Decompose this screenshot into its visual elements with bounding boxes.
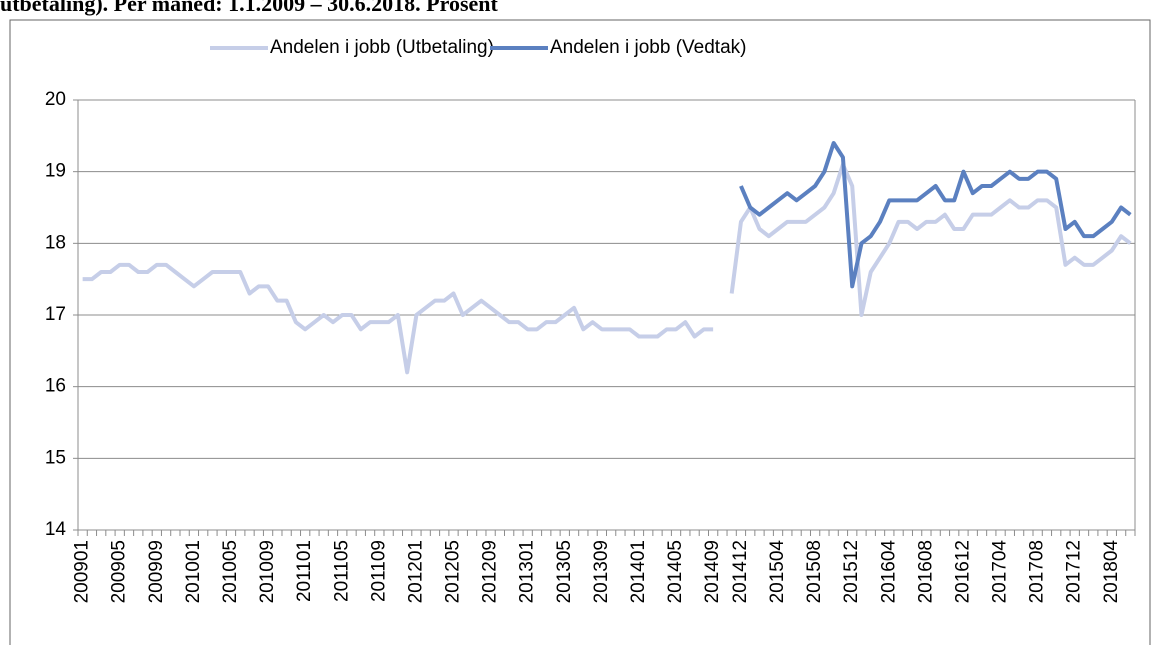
series-line [739, 141, 1132, 289]
x-tick-label: 201804 [1101, 540, 1122, 604]
x-tick-label: 201405 [665, 540, 686, 603]
legend-label: Andelen i jobb (Utbetaling) [270, 37, 494, 58]
legend-label: Andelen i jobb (Vedtak) [550, 37, 746, 58]
chart-title: utbetaling). Per måned: 1.1.2009 – 30.6.… [0, 0, 498, 16]
chart-frame [9, 19, 1151, 645]
x-tick-label: 201612 [952, 540, 973, 603]
x-tick-label: 201309 [591, 540, 612, 603]
y-tick-label: 15 [45, 447, 66, 468]
y-tick-label: 19 [45, 161, 66, 182]
x-tick-label: 201608 [915, 540, 936, 603]
series-line [82, 162, 1132, 375]
x-tick-label: 201504 [767, 540, 788, 604]
y-tick-label: 18 [45, 232, 66, 253]
x-tick-label: 201401 [628, 540, 649, 603]
x-tick-label: 201508 [804, 540, 825, 603]
y-tick-label: 16 [45, 376, 66, 397]
x-tick-label: 201209 [480, 540, 501, 603]
x-tick-label: 200909 [146, 540, 167, 603]
x-tick-label: 201105 [331, 540, 352, 602]
x-tick-label: 201512 [841, 540, 862, 603]
y-tick-label: 14 [45, 519, 67, 540]
x-tick-label: 201604 [878, 540, 899, 604]
x-tick-label: 201305 [554, 540, 575, 603]
x-tick-label: 201001 [183, 540, 204, 603]
y-tick-label: 20 [45, 89, 66, 110]
x-tick-label: 200905 [109, 540, 130, 603]
x-tick-label: 201009 [257, 540, 278, 603]
x-tick-label: 201708 [1027, 540, 1048, 603]
x-tick-label: 200901 [72, 540, 93, 603]
x-tick-label: 201205 [443, 540, 464, 603]
y-tick-label: 17 [45, 304, 66, 325]
x-tick-label: 201412 [730, 540, 751, 603]
x-tick-label: 201005 [220, 540, 241, 603]
x-tick-label: 201712 [1064, 540, 1085, 603]
x-tick-label: 201704 [990, 540, 1011, 604]
x-tick-label: 201409 [702, 540, 723, 603]
x-tick-label: 201101 [294, 540, 315, 602]
x-tick-label: 201201 [405, 540, 426, 603]
x-tick-label: 201301 [517, 540, 538, 603]
x-tick-label: 201109 [368, 540, 389, 602]
